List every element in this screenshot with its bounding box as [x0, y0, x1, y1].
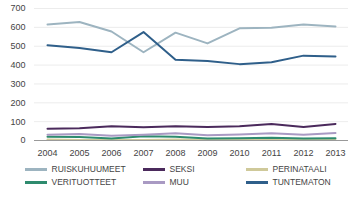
- svg-text:2012: 2012: [293, 148, 313, 158]
- svg-text:500: 500: [10, 41, 25, 51]
- svg-text:2007: 2007: [133, 148, 153, 158]
- svg-text:2009: 2009: [197, 148, 217, 158]
- svg-text:400: 400: [10, 60, 25, 70]
- html-text:RUISKUHUUMEET: RUISKUHUUMEET: [51, 164, 126, 174]
- svg-text:700: 700: [10, 3, 25, 13]
- svg-text:100: 100: [10, 117, 25, 127]
- svg-text:0: 0: [20, 135, 25, 145]
- html-text:TUNTEMATON: TUNTEMATON: [272, 177, 331, 187]
- svg-text:2004: 2004: [37, 148, 57, 158]
- svg-text:300: 300: [10, 79, 25, 89]
- svg-text:2010: 2010: [229, 148, 249, 158]
- svg-text:2013: 2013: [325, 148, 345, 158]
- html-text:VERITUOTTEET: VERITUOTTEET: [51, 177, 117, 187]
- html-text:MUU: MUU: [169, 177, 189, 187]
- svg-text:2008: 2008: [165, 148, 185, 158]
- html-text:SEKSI: SEKSI: [169, 164, 195, 174]
- svg-text:2011: 2011: [262, 148, 281, 158]
- svg-text:2006: 2006: [101, 148, 121, 158]
- html-text:PERINATAALI: PERINATAALI: [272, 164, 327, 174]
- svg-text:600: 600: [10, 22, 25, 32]
- svg-text:200: 200: [10, 98, 25, 108]
- svg-text:2005: 2005: [69, 148, 89, 158]
